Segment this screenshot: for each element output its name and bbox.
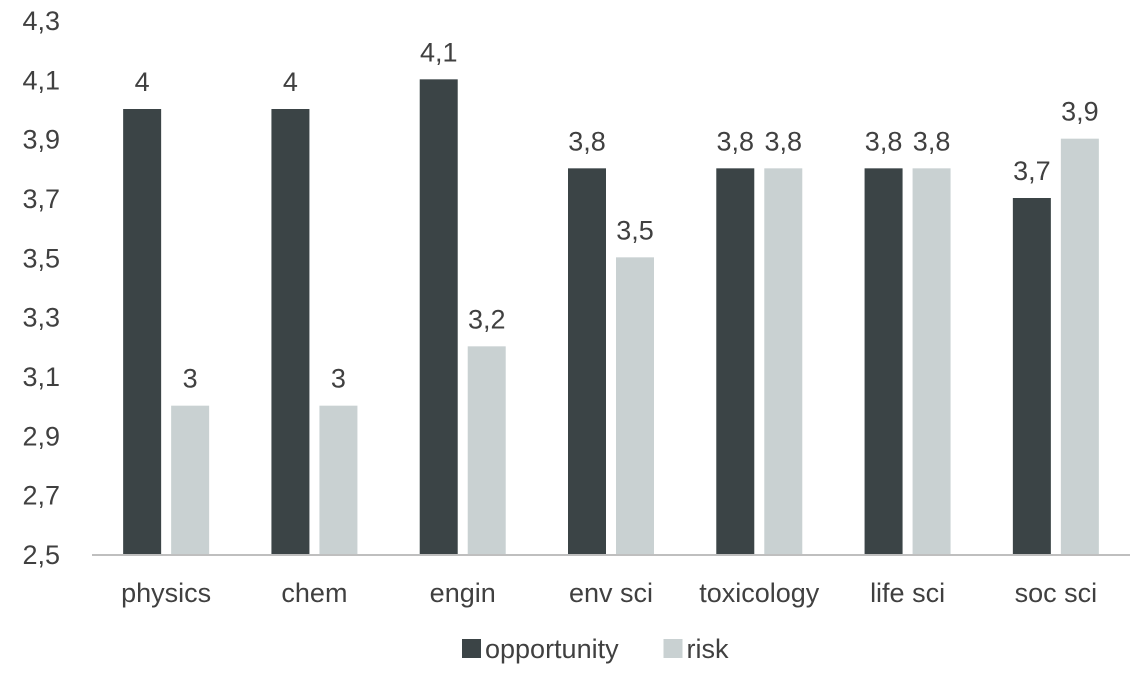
- data-label-opportunity: 3,8: [717, 126, 755, 156]
- data-label-opportunity: 3,8: [865, 126, 903, 156]
- x-axis: physics chem engin env sci toxicology life sc…: [121, 578, 1097, 608]
- y-tick-label: 2,9: [22, 421, 60, 451]
- bar-risk: [912, 168, 951, 555]
- data-label-risk: 3,2: [468, 304, 506, 334]
- data-label-opportunity: 4,1: [420, 37, 458, 67]
- y-tick-label: 3,3: [22, 303, 60, 333]
- data-label-opportunity: 3,7: [1013, 156, 1051, 186]
- data-label-risk: 3: [183, 364, 198, 394]
- y-tick-label: 3,5: [22, 243, 60, 273]
- bar-risk: [616, 257, 654, 554]
- bar-opportunity: [864, 168, 903, 555]
- data-label-risk: 3,9: [1061, 97, 1099, 127]
- category-label: life sci: [870, 578, 945, 608]
- y-tick-label: 2,7: [22, 481, 60, 511]
- data-label-opportunity: 3,8: [568, 126, 606, 156]
- category-label: toxicology: [699, 578, 820, 608]
- bar-opportunity: [123, 109, 162, 554]
- data-label-opportunity: 4: [283, 67, 298, 97]
- category-label: chem: [281, 578, 347, 608]
- bar-risk: [1060, 138, 1099, 554]
- bar-risk: [319, 405, 358, 554]
- y-tick-label: 3,9: [22, 125, 60, 155]
- bar-opportunity: [568, 168, 606, 555]
- bar-opportunity: [1012, 198, 1051, 554]
- bar-opportunity: [419, 79, 458, 554]
- data-label-risk: 3,8: [765, 126, 803, 156]
- legend: opportunity risk: [462, 634, 729, 664]
- legend-label-risk: risk: [687, 634, 729, 664]
- data-label-risk: 3,5: [616, 215, 654, 245]
- category-label: engin: [430, 578, 496, 608]
- bars: [123, 79, 1099, 555]
- y-tick-label: 4,1: [22, 65, 60, 95]
- data-label-risk: 3,8: [913, 126, 951, 156]
- bar-risk: [171, 405, 210, 554]
- y-tick-label: 3,1: [22, 362, 60, 392]
- category-label: env sci: [569, 578, 653, 608]
- data-labels: 4 3 4 3 4,1 3,2 3,8 3,5 3,8 3,8 3,8 3,8 3,7 3,9: [135, 37, 1099, 393]
- y-axis: 2,5 2,7 2,9 3,1 3,3 3,5 3,7 3,9 4,1 4,3: [22, 6, 60, 570]
- legend-swatch-risk: [663, 639, 683, 658]
- y-tick-label: 4,3: [22, 6, 60, 36]
- y-tick-label: 2,5: [22, 540, 60, 570]
- data-label-risk: 3: [331, 364, 346, 394]
- bar-risk: [764, 168, 803, 555]
- legend-label-opportunity: opportunity: [485, 634, 619, 664]
- bar-risk: [467, 346, 506, 554]
- category-label: physics: [121, 578, 211, 608]
- category-label: soc sci: [1015, 578, 1098, 608]
- y-tick-label: 3,7: [22, 184, 60, 214]
- bar-opportunity: [716, 168, 755, 555]
- bar-opportunity: [271, 109, 310, 554]
- legend-swatch-opportunity: [462, 639, 481, 658]
- data-label-opportunity: 4: [135, 67, 150, 97]
